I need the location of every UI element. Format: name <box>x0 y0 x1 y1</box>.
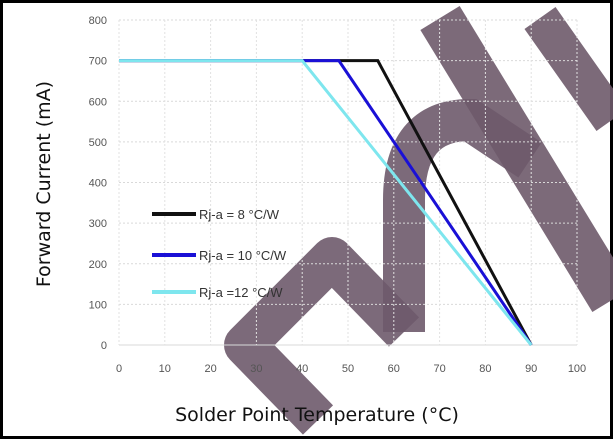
y-axis-label: Forward Current (mA) <box>33 81 55 287</box>
x-tick-label: 100 <box>568 363 586 375</box>
y-tick-label: 500 <box>89 137 107 149</box>
x-tick-label: 60 <box>388 363 400 375</box>
series-line-3 <box>119 59 533 346</box>
gridlines <box>118 19 578 346</box>
series-lines <box>119 59 533 346</box>
y-tick-label: 400 <box>89 178 107 190</box>
x-tick-label: 30 <box>250 363 262 375</box>
y-tick-labels: 0 100 200 300 400 500 600 700 800 <box>89 15 107 352</box>
x-axis-label: Solder Point Temperature (°C) <box>175 404 459 426</box>
watermark-mark <box>224 237 420 435</box>
y-tick-label: 0 <box>101 340 107 352</box>
legend-label: Rj-a = 10 °C/W <box>199 248 287 263</box>
y-tick-label: 700 <box>89 56 107 68</box>
legend-label: Rj-a = 8 °C/W <box>199 207 280 222</box>
watermark-mark <box>524 7 613 131</box>
y-tick-label: 800 <box>89 15 107 27</box>
watermark-mark <box>420 6 613 312</box>
x-tick-label: 0 <box>116 363 122 375</box>
x-tick-label: 90 <box>525 363 537 375</box>
x-tick-label: 70 <box>433 363 445 375</box>
x-tick-labels: 0 10 20 30 40 50 60 70 80 90 100 <box>116 363 586 375</box>
x-tick-label: 50 <box>342 363 354 375</box>
legend: Rj-a = 8 °C/W Rj-a = 10 °C/W Rj-a =12 °C/W <box>152 207 287 300</box>
x-tick-label: 40 <box>296 363 308 375</box>
y-tick-label: 600 <box>89 96 107 108</box>
x-tick-label: 20 <box>204 363 216 375</box>
x-tick-label: 80 <box>479 363 491 375</box>
x-tick-label: 10 <box>159 363 171 375</box>
legend-label: Rj-a =12 °C/W <box>199 285 283 300</box>
y-tick-label: 300 <box>89 218 107 230</box>
y-tick-label: 100 <box>89 299 107 311</box>
y-tick-label: 200 <box>89 259 107 271</box>
